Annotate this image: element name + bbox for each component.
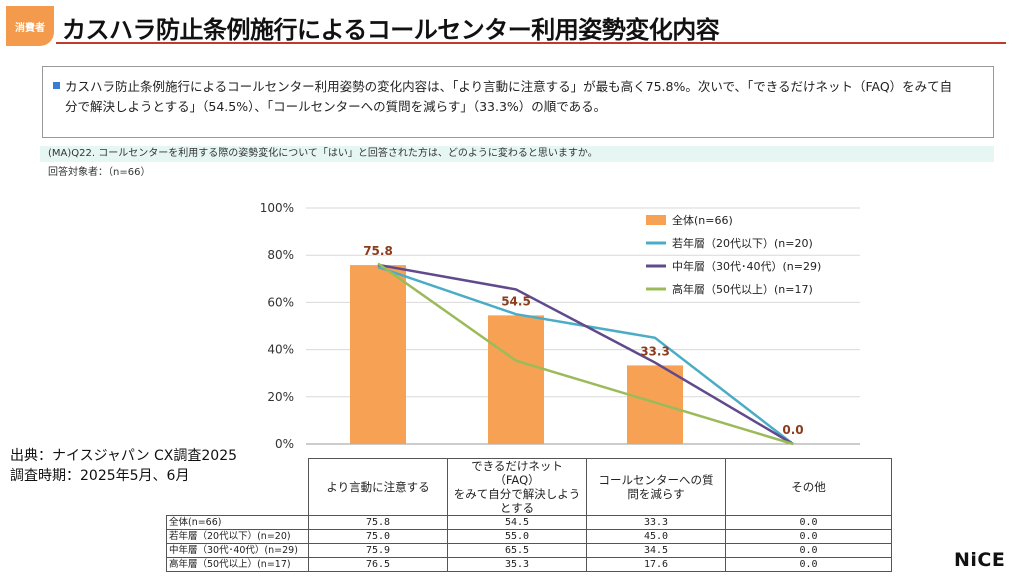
row-label: 若年層（20代以下）(n=20) [166, 529, 309, 544]
title-underline [56, 42, 1006, 44]
y-tick-label: 40% [267, 343, 294, 357]
data-label: 54.5 [501, 294, 531, 308]
series-line [377, 262, 794, 446]
table-header: できるだけネット（FAQ） をみて自分で解決しよう とする [447, 458, 587, 516]
table-cell: 75.0 [308, 529, 448, 544]
summary-box: カスハラ防止条例施行によるコールセンター利用姿勢の変化内容は、「より言動に注意す… [42, 66, 994, 138]
table-cell: 0.0 [725, 543, 892, 558]
table-cell: 33.3 [586, 515, 726, 530]
data-label: 75.8 [363, 244, 393, 258]
table-header-text: できるだけネット（FAQ） [471, 459, 563, 487]
table-header-text: をみて自分で解決しよう [453, 487, 581, 501]
data-label: 33.3 [640, 344, 670, 358]
summary-line-1: カスハラ防止条例施行によるコールセンター利用姿勢の変化内容は、「より言動に注意す… [65, 79, 953, 94]
legend-label: 若年層（20代以下）(n=20) [672, 236, 813, 250]
table-header-row: より言動に注意する できるだけネット（FAQ） をみて自分で解決しよう とする コー… [166, 458, 892, 516]
table-cell: 45.0 [586, 529, 726, 544]
row-label: 高年層（50代以上）(n=17) [166, 557, 309, 572]
y-tick-label: 0% [275, 437, 294, 451]
legend-label: 全体(n=66) [672, 213, 733, 227]
table-cell: 35.3 [447, 557, 587, 572]
table-cell: 17.6 [586, 557, 726, 572]
respondent-note: 回答対象者：（n=66） [48, 167, 151, 178]
table-row: 高年層（50代以上）(n=17) 76.5 35.3 17.6 0.0 [166, 557, 892, 572]
table-cell: 75.9 [308, 543, 448, 558]
bar [627, 365, 683, 444]
table-cell: 0.0 [725, 557, 892, 572]
category-badge: 消費者 [6, 6, 54, 46]
table-header-text: その他 [791, 480, 826, 494]
row-label: 中年層（30代･40代）(n=29) [166, 543, 309, 558]
table-header: より言動に注意する [308, 458, 448, 516]
legend-swatch [646, 215, 666, 225]
y-tick-label: 100% [260, 201, 294, 215]
table-header-text: 問を減らす [627, 487, 685, 501]
chart: 0% 20% 40% 60% 80% 100% 75.8 54.5 33.3 0.0 全体(n=66… [260, 201, 860, 451]
bar [488, 315, 544, 444]
page-title: カスハラ防止条例施行によるコールセンター利用姿勢変化内容 [62, 16, 720, 44]
legend-label: 高年層（50代以上）(n=17) [672, 282, 813, 296]
table-header-text: より言動に注意する [326, 480, 430, 494]
table-cell: 34.5 [586, 543, 726, 558]
summary-line-2: 分で解決しようとする」（54.5%）、「コールセンターへの質問を減らす」（33.… [65, 99, 607, 114]
table-row: 全体(n=66) 75.8 54.5 33.3 0.0 [166, 515, 892, 530]
legend-label: 中年層（30代･40代）(n=29) [672, 259, 821, 273]
table-cell: 75.8 [308, 515, 448, 530]
table-header: コールセンターへの質 問を減らす [586, 458, 726, 516]
question-text: (MA)Q22. コールセンターを利用する際の姿勢変化について「はい」と回答され… [40, 146, 994, 162]
bar [350, 265, 406, 444]
source-line-2: 調査時期：2025年5月、6月 [10, 468, 190, 484]
table-row: 中年層（30代･40代）(n=29) 75.9 65.5 34.5 0.0 [166, 543, 892, 558]
data-label: 0.0 [782, 423, 803, 437]
table-cell: 0.0 [725, 515, 892, 530]
table-header: その他 [725, 458, 892, 516]
y-tick-label: 20% [267, 390, 294, 404]
table-header-text: コールセンターへの質 [598, 473, 714, 487]
table-header-text: とする [499, 501, 535, 515]
table-cell: 65.5 [447, 543, 587, 558]
table-row: 若年層（20代以下）(n=20) 75.0 55.0 45.0 0.0 [166, 529, 892, 544]
nice-logo: NiCE [954, 549, 1006, 571]
y-tick-label: 60% [267, 295, 294, 309]
row-label: 全体(n=66) [166, 515, 309, 530]
table-cell: 55.0 [447, 529, 587, 544]
bullet-square-icon [53, 82, 60, 89]
table-cell: 76.5 [308, 557, 448, 572]
y-tick-label: 80% [267, 248, 294, 262]
series-line [377, 263, 794, 446]
table-corner [166, 458, 309, 516]
table-cell: 54.5 [447, 515, 587, 530]
data-table: より言動に注意する できるだけネット（FAQ） をみて自分で解決しよう とする コー… [166, 458, 892, 572]
table-cell: 0.0 [725, 529, 892, 544]
